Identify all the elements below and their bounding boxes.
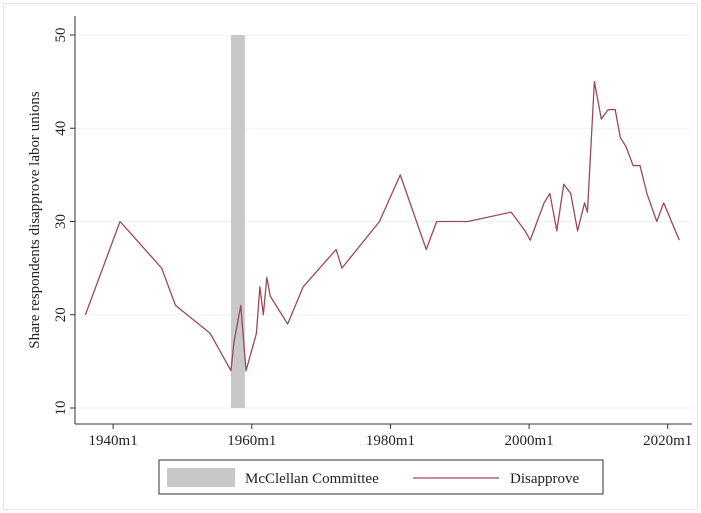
grid-lines: [75, 34, 692, 409]
y-tick-label: 40: [53, 121, 69, 136]
x-tick-label: 1960m1: [227, 433, 276, 449]
y-axis-label: Share respondents disapprove labor union…: [27, 91, 43, 349]
outer-border: [3, 3, 698, 510]
y-tick-label: 10: [53, 401, 69, 416]
y-tick-label: 30: [53, 214, 69, 229]
x-tick-label: 2020m1: [643, 433, 692, 449]
y-tick-label: 50: [53, 28, 69, 43]
legend-swatch-mcclellan-committee: [167, 468, 235, 487]
x-tick-label: 1940m1: [89, 433, 138, 449]
series-line-disapprove: [84, 80, 680, 372]
legend-label-disapprove: Disapprove: [510, 471, 579, 487]
series-lines: [84, 80, 680, 372]
x-tick-label: 2000m1: [504, 433, 553, 449]
y-tick-label: 20: [53, 307, 69, 322]
legend: McClellan Committee Disapprove: [158, 459, 604, 495]
x-axis-ticks: 1940m1 1960m1 1980m1 2000m1 2020m1: [89, 424, 692, 449]
y-axis-ticks: 10 20 30 40 50: [53, 28, 75, 416]
plot-area: [75, 16, 692, 424]
x-tick-label: 1980m1: [366, 433, 415, 449]
legend-label-mcclellan-committee: McClellan Committee: [245, 471, 379, 487]
